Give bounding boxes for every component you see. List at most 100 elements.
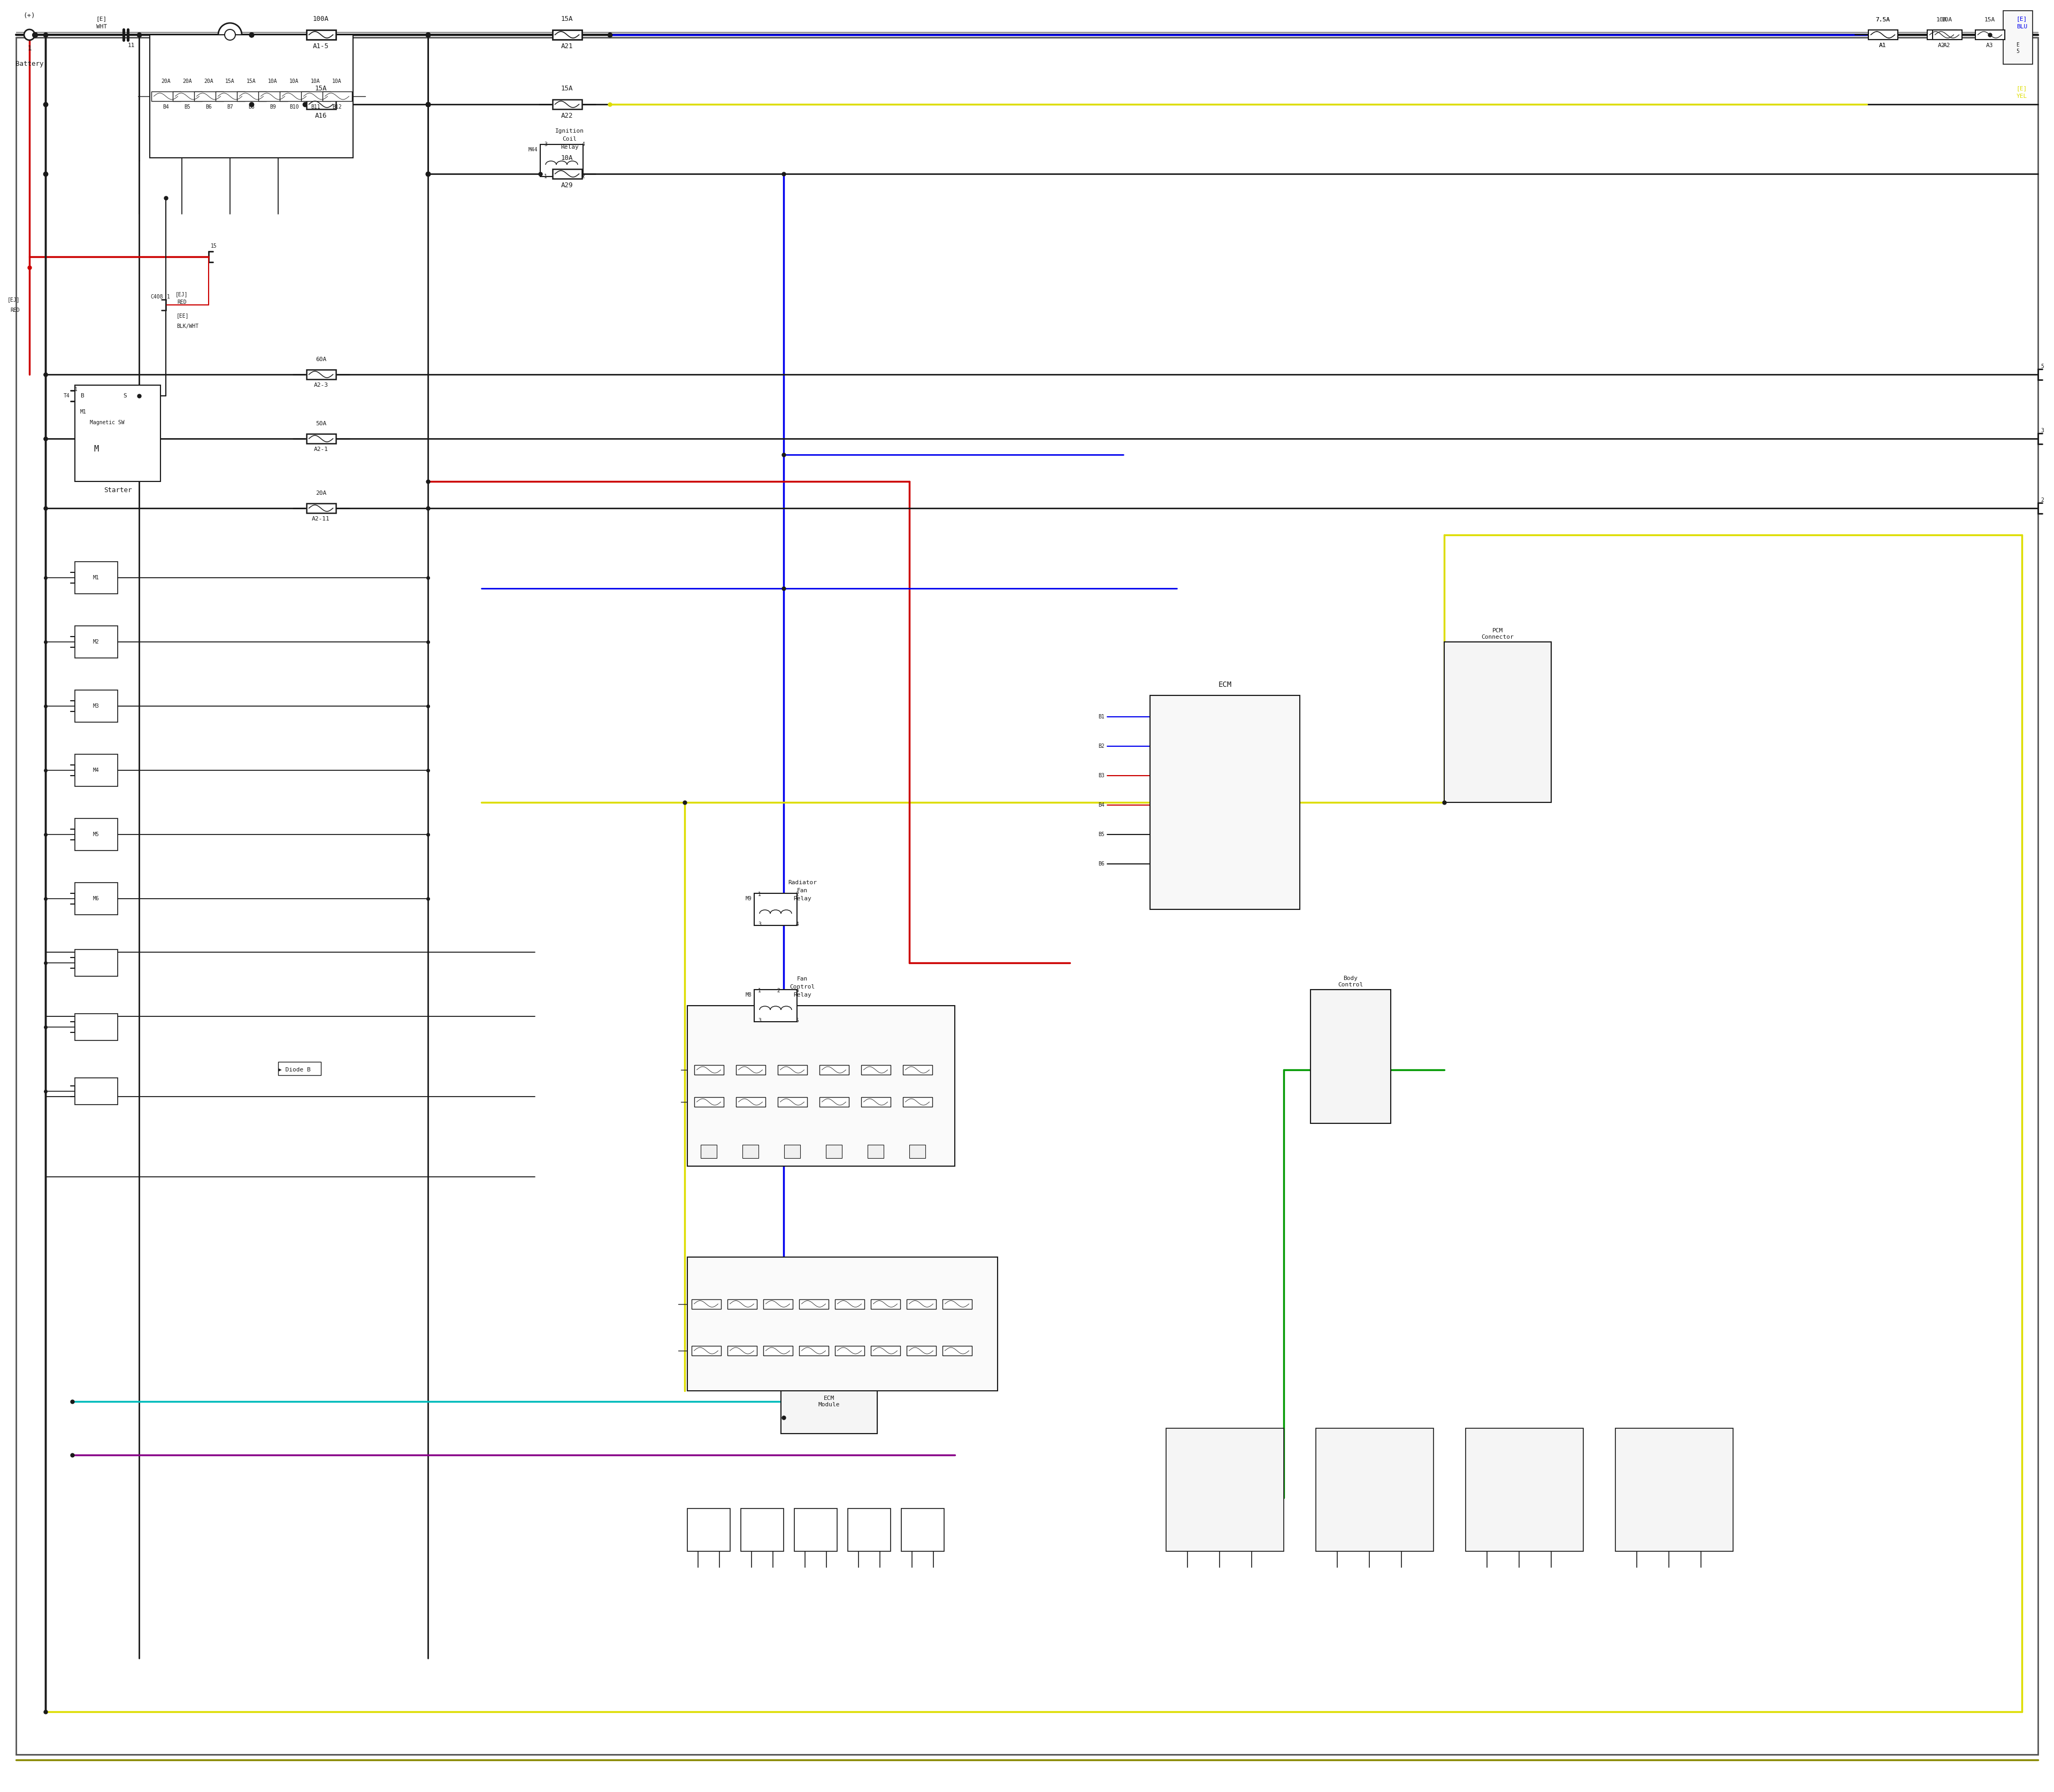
Text: PCM
Connector: PCM Connector — [1481, 629, 1514, 640]
Text: A21: A21 — [561, 43, 573, 50]
Bar — [741, 1509, 785, 1552]
Bar — [692, 1299, 721, 1308]
Text: 4: 4 — [795, 987, 799, 993]
Text: B: B — [80, 392, 84, 398]
Text: 3: 3 — [2040, 428, 2044, 434]
Text: WHT: WHT — [97, 23, 107, 29]
Bar — [778, 1097, 807, 1107]
Text: 5: 5 — [795, 1018, 799, 1023]
Bar — [741, 1145, 758, 1158]
Bar — [799, 1346, 828, 1355]
Bar — [1444, 642, 1551, 803]
Text: 10A: 10A — [333, 79, 341, 84]
Text: Relay: Relay — [561, 145, 579, 151]
Text: M8: M8 — [746, 993, 752, 998]
Text: [E]: [E] — [2017, 16, 2027, 22]
Text: 20A: 20A — [160, 79, 170, 84]
Text: ECM
Module: ECM Module — [817, 1396, 840, 1407]
Text: 15A: 15A — [561, 84, 573, 91]
Bar — [236, 91, 267, 100]
Text: 2: 2 — [795, 892, 799, 898]
Text: B11: B11 — [310, 104, 320, 109]
Bar — [943, 1299, 972, 1308]
Text: M: M — [94, 446, 99, 453]
Bar — [216, 91, 244, 100]
Bar — [1869, 30, 1898, 39]
Bar — [74, 819, 117, 851]
Bar — [74, 561, 117, 593]
Text: B5: B5 — [1099, 831, 1105, 837]
Text: 10A: 10A — [1941, 18, 1953, 23]
Text: 100A: 100A — [312, 16, 329, 23]
Text: 1: 1 — [74, 387, 78, 392]
Bar — [74, 625, 117, 658]
Bar — [74, 1077, 117, 1104]
Text: T4: T4 — [64, 392, 70, 398]
Text: C408: C408 — [150, 294, 162, 299]
Bar — [553, 30, 581, 39]
Bar — [692, 1346, 721, 1355]
Text: E
5: E 5 — [2017, 43, 2019, 54]
Text: (+): (+) — [23, 13, 35, 20]
Text: 20A: 20A — [203, 79, 214, 84]
Text: Battery: Battery — [14, 61, 43, 68]
Text: 15A: 15A — [246, 79, 257, 84]
Text: 7.5A: 7.5A — [1875, 18, 1890, 23]
Text: A1-5: A1-5 — [312, 43, 329, 50]
Bar — [1310, 989, 1391, 1124]
Bar — [553, 168, 581, 179]
Text: B12: B12 — [333, 104, 341, 109]
Bar — [694, 1097, 723, 1107]
Bar — [943, 1346, 972, 1355]
Text: B6: B6 — [205, 104, 212, 109]
Text: B6: B6 — [1099, 862, 1105, 867]
Bar — [785, 1145, 801, 1158]
Bar — [1150, 695, 1300, 909]
Text: ▶ Diode B: ▶ Diode B — [277, 1068, 310, 1073]
Bar — [834, 1346, 865, 1355]
Bar — [74, 690, 117, 722]
Text: B9: B9 — [269, 104, 275, 109]
Text: 1: 1 — [166, 294, 170, 299]
Bar — [694, 1064, 723, 1075]
Text: 60A: 60A — [316, 357, 327, 362]
Bar — [820, 1097, 848, 1107]
Bar — [300, 91, 331, 100]
Text: B8: B8 — [249, 104, 255, 109]
Text: RED: RED — [177, 299, 187, 305]
Bar — [1467, 1428, 1584, 1552]
Bar — [277, 1063, 320, 1075]
Bar — [322, 91, 351, 100]
Bar — [834, 1299, 865, 1308]
Bar — [279, 91, 308, 100]
Text: 1: 1 — [758, 892, 762, 898]
Text: 15A: 15A — [314, 84, 327, 91]
Bar — [727, 1346, 756, 1355]
Text: M5: M5 — [92, 831, 99, 837]
Bar — [910, 1145, 926, 1158]
Text: 2: 2 — [776, 987, 781, 993]
Bar — [1317, 1428, 1434, 1552]
Text: 3: 3 — [758, 1018, 762, 1023]
Bar — [861, 1064, 889, 1075]
Bar — [306, 434, 335, 443]
Bar — [795, 1509, 838, 1552]
Bar — [173, 91, 201, 100]
Bar — [871, 1346, 900, 1355]
Text: 15A: 15A — [561, 16, 573, 23]
Bar — [540, 145, 583, 177]
Bar — [754, 894, 797, 925]
Text: 5: 5 — [2040, 364, 2044, 369]
Bar — [735, 1064, 766, 1075]
Bar — [553, 100, 581, 109]
Bar — [1614, 1428, 1734, 1552]
Text: Magnetic SW: Magnetic SW — [90, 419, 123, 425]
Bar — [861, 1097, 889, 1107]
Bar — [820, 1064, 848, 1075]
Bar — [799, 1299, 828, 1308]
Text: A22: A22 — [561, 113, 573, 120]
Text: Relay: Relay — [793, 896, 811, 901]
Text: 3: 3 — [544, 142, 546, 147]
Bar — [902, 1509, 945, 1552]
Bar — [781, 1369, 877, 1434]
